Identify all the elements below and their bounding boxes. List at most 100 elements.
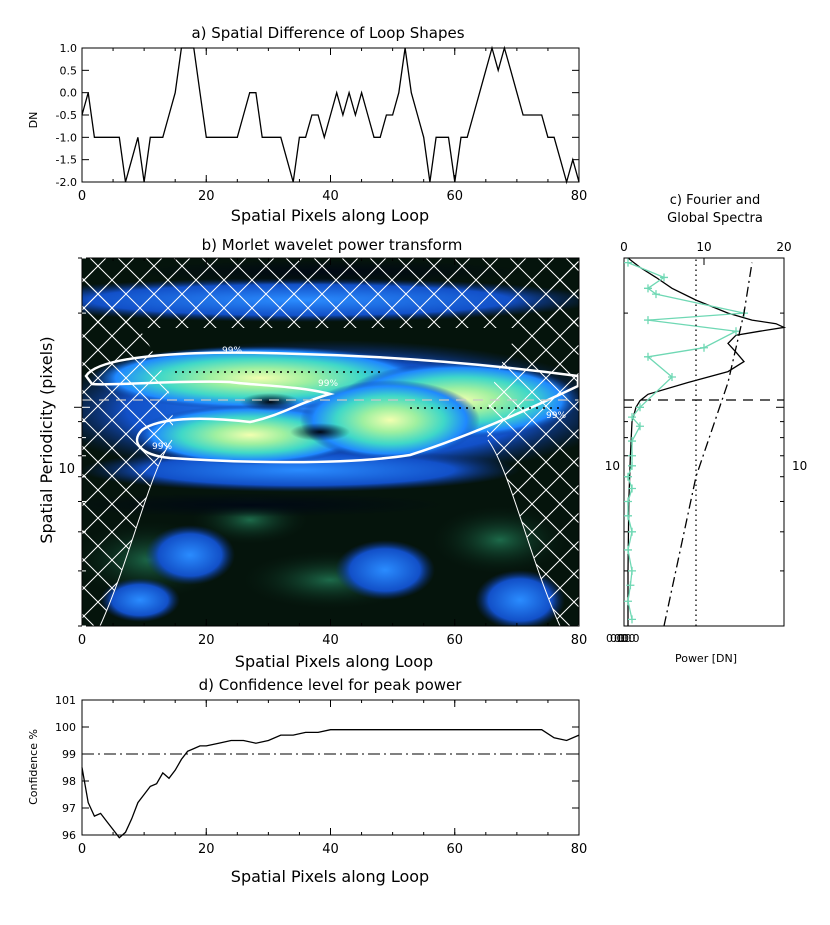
b-xtick-label-0: 0	[78, 633, 86, 648]
c-fourier-point-11	[628, 413, 636, 422]
contour-99-outer	[84, 351, 579, 464]
panel-d-title: d) Confidence level for peak power	[199, 676, 463, 694]
panel-b: b) Morlet wavelet power transform	[37, 236, 587, 671]
c-bottom-label-4: 0.0	[622, 632, 640, 645]
panel-d-xlabel: Spatial Pixels along Loop	[231, 867, 429, 886]
a-ytick-label-5: 0.5	[60, 64, 78, 77]
b-xtick-label-3: 60	[446, 633, 463, 648]
a-ytick-label-2: -1.0	[56, 131, 77, 144]
c-fourier-point-23	[626, 581, 635, 590]
d-ytick-label-0: 96	[62, 829, 76, 842]
a-ytick-label-1: -1.5	[56, 154, 77, 167]
c-fourier-point-22	[628, 566, 636, 575]
c-fourier-point-9	[668, 372, 676, 381]
contour-label-2: 99%	[318, 379, 338, 389]
c-bottom-label-2: 0.0	[614, 632, 632, 645]
c-fourier-point-20	[628, 527, 636, 536]
c-fourier-point-15	[628, 461, 636, 470]
c-fourier-point-6	[732, 327, 740, 336]
contour-label-4: 99%	[152, 442, 172, 452]
c-top-tick-label-1: 10	[696, 240, 711, 254]
panel-b-title: b) Morlet wavelet power transform	[202, 236, 463, 254]
c-bottom-label-1: 0.0	[610, 632, 628, 645]
panel-b-xlabel: Spatial Pixels along Loop	[235, 652, 433, 671]
d-xtick-label-1: 20	[198, 842, 215, 857]
panel-a: a) Spatial Difference of Loop Shapes DN …	[27, 24, 587, 225]
contour-label-3: 99%	[546, 411, 566, 421]
c-bottom-label-3: 0.0	[618, 632, 636, 645]
c-bottom-label-0: 0.0	[606, 632, 624, 645]
d-ytick-label-5: 101	[55, 694, 76, 707]
panel-b-ticks	[74, 257, 580, 627]
c-fourier-point-16	[624, 472, 632, 481]
panel-d-ylabel: Confidence %	[27, 729, 40, 805]
d-xtick-label-0: 0	[78, 842, 86, 857]
c-fourier-point-13	[628, 437, 636, 446]
panel-b-ytick-10: 10	[58, 462, 75, 477]
panel-a-xlabel: Spatial Pixels along Loop	[231, 206, 429, 225]
panel-c-top-tick-labels: 0 10 20	[620, 240, 791, 254]
panel-c-ytick-left: 10	[605, 459, 620, 473]
b-xtick-label-4: 80	[571, 633, 588, 648]
panel-c-title-1: c) Fourier and	[670, 193, 760, 208]
c-fourier-point-14	[628, 451, 636, 460]
panel-a-title: a) Spatial Difference of Loop Shapes	[191, 24, 464, 42]
panel-b-ylabel: Spatial Periodicity (pixels)	[37, 336, 56, 543]
a-xtick-label-3: 60	[446, 189, 463, 204]
c-fourier-point-18	[624, 497, 632, 506]
b-xtick-label-2: 40	[322, 633, 339, 648]
panel-d-xtick-labels: 0 20 40 60 80	[78, 842, 587, 857]
panel-c-title-2: Global Spectra	[667, 211, 763, 226]
panel-b-xtick-labels: 0 20 40 60 80	[78, 633, 587, 648]
d-ytick-label-2: 98	[62, 775, 76, 788]
d-xtick-label-4: 80	[571, 842, 588, 857]
panel-a-ytick-labels: -2.0 -1.5 -1.0 -0.5 0.0 0.5 1.0	[56, 42, 77, 189]
a-ytick-label-4: 0.0	[60, 87, 78, 100]
panel-a-ylabel: DN	[27, 112, 40, 129]
c-fourier-point-0	[624, 258, 632, 267]
panel-d-line	[81, 729, 580, 839]
c-fourier-point-5	[644, 316, 652, 325]
d-ytick-label-3: 99	[62, 748, 76, 761]
c-top-tick-label-0: 0	[620, 240, 628, 254]
a-ytick-label-3: -0.5	[56, 109, 77, 122]
a-ytick-label-0: -2.0	[56, 176, 77, 189]
c-fourier-point-3	[652, 290, 660, 299]
c-fourier-point-8	[644, 352, 652, 361]
a-xtick-label-2: 40	[322, 189, 339, 204]
panel-d-ytick-labels: 96 97 98 99 100 101	[55, 694, 76, 842]
panel-b-heatmap	[82, 258, 579, 626]
panel-a-line	[81, 45, 580, 185]
panel-c-bottom-tick-labels: 0.00.00.00.00.0	[606, 632, 640, 645]
panel-a-ticks	[81, 47, 580, 183]
c-fourier-point-7	[700, 343, 708, 352]
c-series-2	[663, 262, 753, 627]
panel-d-ticks	[81, 699, 580, 836]
panel-c-ytick-right: 10	[792, 459, 807, 473]
c-fourier-point-24	[624, 597, 632, 606]
c-fourier-point-19	[624, 511, 632, 520]
c-series-0	[627, 257, 787, 626]
c-series-1	[627, 261, 745, 620]
c-fourier-point-10	[636, 403, 644, 412]
panel-d-frame	[81, 699, 580, 836]
c-fourier-point-21	[624, 545, 632, 554]
panel-a-xtick-labels: 0 20 40 60 80	[78, 189, 587, 204]
d-ytick-label-4: 100	[55, 721, 76, 734]
d-xtick-label-2: 40	[322, 842, 339, 857]
cone-of-influence	[82, 258, 174, 626]
b-xtick-label-1: 20	[198, 633, 215, 648]
c-fourier-point-25	[628, 615, 636, 624]
panel-c-frame	[623, 257, 785, 627]
panel-c-xlabel: Power [DN]	[675, 652, 737, 665]
panel-d: d) Confidence level for peak power 0 20 40…	[27, 676, 587, 886]
a-xtick-label-0: 0	[78, 189, 86, 204]
panel-c-series	[624, 257, 787, 627]
contour-label-1: 99%	[222, 346, 242, 356]
a-ytick-label-6: 1.0	[60, 42, 78, 55]
c-fourier-point-17	[628, 484, 636, 493]
d-xtick-label-3: 60	[446, 842, 463, 857]
a-xtick-label-4: 80	[571, 189, 588, 204]
